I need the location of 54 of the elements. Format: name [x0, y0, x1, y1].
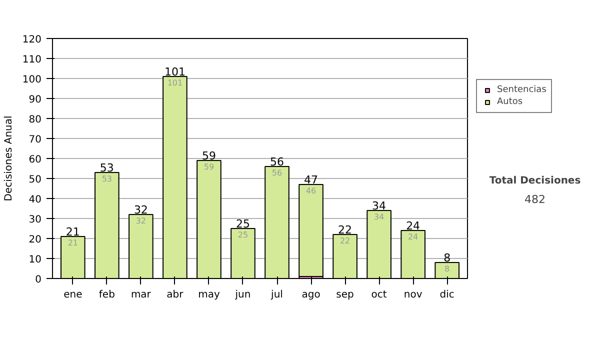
data-label: 34: [374, 212, 384, 222]
x-tick-label: abr: [166, 290, 184, 300]
total-label: 22: [338, 224, 352, 236]
data-label: 101: [167, 78, 183, 88]
text: 482: [524, 192, 546, 206]
y-tick-label: 70: [28, 134, 42, 146]
x-tick-label: oct: [371, 290, 387, 300]
data-label: 21: [68, 238, 78, 248]
x-tick-label: sep: [336, 290, 354, 300]
text: Total Decisiones: [489, 175, 581, 186]
data-label: 56: [272, 168, 282, 178]
y-tick-label: 60: [28, 154, 42, 166]
total-label: 59: [202, 150, 216, 162]
legend-label: Sentencias: [497, 85, 546, 95]
x-tick-label: nov: [404, 290, 422, 300]
total-label: 53: [100, 162, 114, 174]
data-label: 46: [306, 186, 316, 196]
total-label: 34: [372, 200, 386, 212]
total-label: 25: [236, 218, 250, 230]
x-tick-label: dic: [440, 290, 454, 300]
x-tick-label: ago: [302, 290, 320, 300]
total-label: 56: [270, 156, 284, 168]
total-label: 24: [406, 220, 420, 232]
y-tick-label: 40: [28, 194, 42, 206]
data-label: 25: [238, 230, 248, 240]
y-tick-label: 50: [28, 174, 42, 186]
x-tick-label: jun: [234, 290, 251, 300]
x-tick-label: feb: [98, 290, 115, 300]
y-axis-title: Decisiones Anual: [3, 116, 14, 202]
data-label: 22: [340, 236, 350, 246]
total-label: 21: [66, 226, 80, 238]
x-tick-label: mar: [130, 290, 152, 300]
total-label: 47: [304, 174, 318, 186]
x-tick-label: jul: [270, 290, 283, 300]
y-tick-label: 0: [35, 274, 42, 286]
y-tick-label: 80: [28, 114, 42, 126]
data-label: 32: [136, 216, 146, 226]
total-label: 8: [444, 252, 451, 264]
y-tick-label: 120: [22, 34, 42, 46]
total-label: 32: [134, 204, 148, 216]
y-tick-label: 30: [28, 214, 42, 226]
legend-label: Autos: [497, 97, 523, 107]
total-label: 101: [164, 66, 186, 78]
y-tick-label: 90: [28, 94, 42, 106]
y-tick-label: 10: [28, 254, 42, 266]
y-tick-label: 100: [22, 74, 42, 86]
y-tick-label: 110: [22, 54, 42, 66]
x-tick-label: ene: [64, 290, 82, 300]
y-tick-label: 20: [28, 234, 42, 246]
data-label: 24: [408, 232, 418, 242]
data-label: 8: [444, 264, 450, 274]
data-label: 53: [102, 174, 112, 184]
x-tick-label: may: [198, 290, 220, 300]
data-label: 59: [204, 162, 214, 172]
